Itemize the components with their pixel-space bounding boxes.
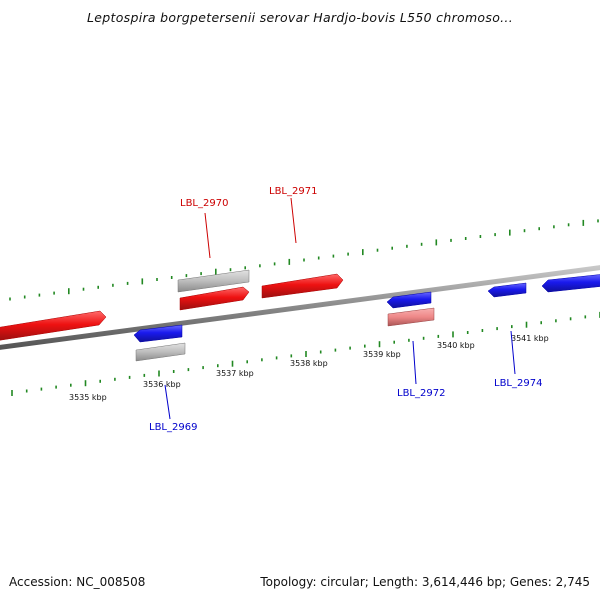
gene-label-lbl-2972[interactable]: LBL_2972 [397, 388, 445, 399]
gene-lbl-2971[interactable] [261, 273, 344, 299]
map-title: Leptospira borgpetersenii serovar Hardjo… [87, 10, 513, 25]
kbp-label-3539: 3539 kbp [363, 350, 401, 359]
gene-pseudo-lower[interactable] [135, 342, 186, 362]
gene-pseudo-upper[interactable] [177, 269, 250, 293]
chromosome-backbone [0, 265, 600, 350]
leader-lbl-2970 [204, 212, 211, 259]
accession-label: Accession: NC_008508 [9, 575, 146, 589]
gene-label-lbl-2974[interactable]: LBL_2974 [494, 378, 542, 389]
leader-lbl-2969 [164, 384, 171, 420]
kbp-label-3536: 3536 kbp [143, 380, 181, 389]
kbp-label-3538: 3538 kbp [290, 359, 328, 368]
gene-lbl-2974[interactable] [487, 282, 527, 298]
gene-lbl-2970[interactable] [179, 286, 250, 311]
kbp-label-3540: 3540 kbp [437, 341, 475, 350]
kbp-label-3537: 3537 kbp [216, 369, 254, 378]
gene-lbl-2972[interactable] [386, 291, 432, 309]
topology-label: Topology: circular; Length: 3,614,446 bp… [260, 575, 590, 589]
gene-lbl-2969[interactable] [133, 324, 183, 343]
gene-label-lbl-2971[interactable]: LBL_2971 [269, 186, 317, 197]
leader-lbl-2972 [412, 340, 417, 385]
gene-forward-left[interactable] [0, 310, 107, 341]
leader-lbl-2971 [290, 197, 297, 244]
gene-label-lbl-2970[interactable]: LBL_2970 [180, 198, 228, 209]
gene-light-red[interactable] [387, 307, 435, 327]
gene-label-lbl-2969[interactable]: LBL_2969 [149, 422, 197, 433]
outer-tick-row [9, 219, 599, 301]
inner-tick-row [11, 311, 600, 396]
kbp-label-3535: 3535 kbp [69, 393, 107, 402]
leader-lbl-2974 [510, 330, 516, 375]
kbp-label-3541: 3541 kbp [511, 334, 549, 343]
gene-reverse-right[interactable] [541, 274, 600, 293]
